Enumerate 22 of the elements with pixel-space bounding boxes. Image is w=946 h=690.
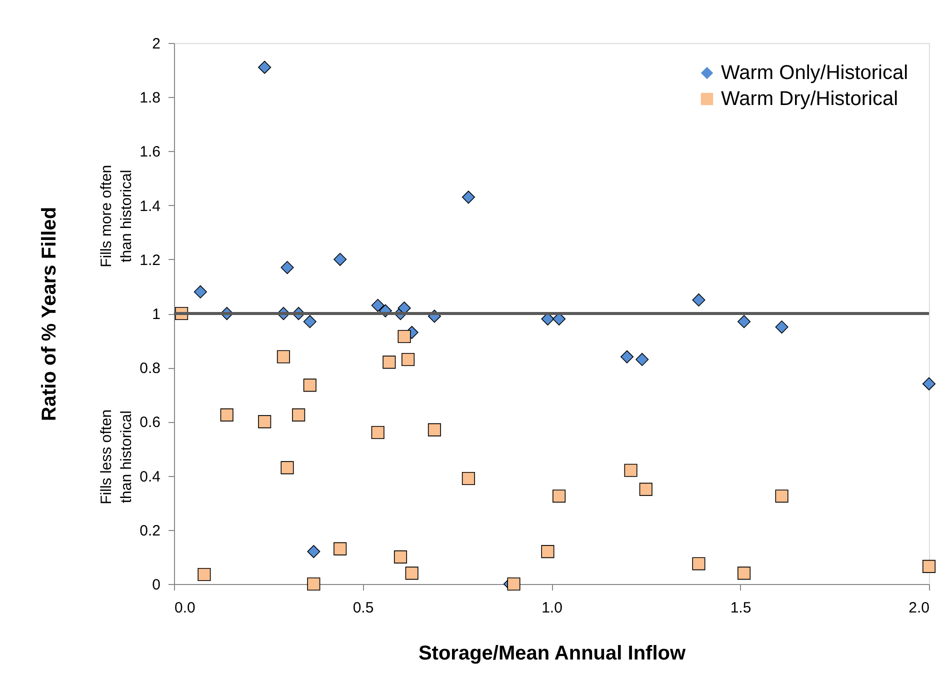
y-tick-label: 2 xyxy=(152,36,160,52)
text: Fills more often than historical xyxy=(98,164,135,268)
x-tick-label: 2.0 xyxy=(908,600,930,616)
y-tick-label: 1.2 xyxy=(140,252,160,269)
x-axis-title: Storage/Mean Annual Inflow xyxy=(418,642,686,664)
text: Fills less often than historical xyxy=(98,409,135,504)
y-tick-label: 1.4 xyxy=(140,198,160,215)
x-tick-label: 1.0 xyxy=(542,600,562,616)
y-tick-label: 0.2 xyxy=(140,522,160,540)
y-tick-label: 1.8 xyxy=(140,90,160,107)
y-tick-label: 0.4 xyxy=(140,468,160,486)
x-tick-label: 1.5 xyxy=(730,600,752,616)
y-tick-label: 0 xyxy=(152,576,160,594)
y-tick-label: 0.8 xyxy=(140,360,160,378)
y-axis-title: Ratio of % Years Filled xyxy=(38,206,61,422)
legend-label: Warm Only/Historical xyxy=(721,62,908,84)
y-tick-label: 0.6 xyxy=(140,414,160,432)
x-tick-label: 0.5 xyxy=(352,600,374,616)
legend-label: Warm Dry/Historical xyxy=(721,88,898,110)
y-tick-label: 1.6 xyxy=(140,144,160,161)
y-tick-label: 1 xyxy=(152,306,160,323)
x-tick-label: 0.0 xyxy=(174,600,196,616)
